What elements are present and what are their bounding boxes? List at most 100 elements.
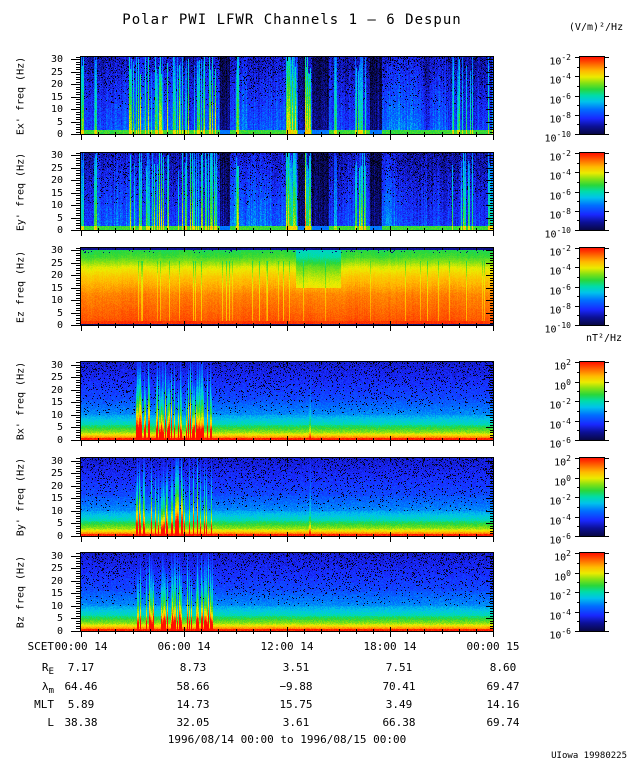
y-axis-tick — [76, 591, 80, 592]
y-axis-tick — [76, 127, 80, 128]
x-axis-tick — [133, 135, 134, 137]
y-axis-tick — [71, 536, 80, 537]
y-axis-tick — [76, 265, 80, 266]
colorbar-tick — [605, 621, 607, 622]
page-title: Polar PWI LFWR Channels 1 — 6 Despun — [122, 12, 462, 28]
y-axis-tick — [71, 556, 80, 557]
x-axis-tick — [493, 441, 494, 446]
ephemeris-value: −9.88 — [279, 680, 313, 693]
y-axis-tick-label: 5 — [56, 422, 63, 433]
y-axis-tick — [76, 74, 80, 75]
x-axis-time-label: 18:00 14 — [363, 640, 417, 653]
y-axis-tick-label: 5 — [56, 518, 63, 529]
y-axis-tick — [76, 318, 80, 319]
y-axis-tick — [76, 303, 80, 304]
panel-label-ez: Ez freq (Hz) — [15, 250, 27, 323]
colorbar-tick — [605, 134, 609, 135]
colorbar-tick-label: 10-4 — [549, 417, 571, 432]
x-axis-tick — [424, 537, 425, 539]
colorbar-tick — [575, 517, 579, 518]
x-axis-time-label: 12:00 14 — [260, 640, 314, 653]
y-axis-tick — [76, 496, 80, 497]
y-axis-tick — [76, 69, 80, 70]
y-axis-tick — [76, 576, 80, 577]
y-axis-tick — [76, 248, 80, 249]
y-axis-tick — [76, 94, 80, 95]
y-axis-tick — [76, 586, 80, 587]
y-axis-tick — [71, 72, 80, 73]
colorbar-tick-label: 10-4 — [549, 263, 571, 278]
colorbar-tick-label: 102 — [554, 358, 571, 373]
x-axis-tick — [287, 135, 288, 140]
colorbar-tick — [605, 153, 609, 154]
y-axis-tick — [71, 230, 80, 231]
y-axis-tick — [76, 213, 80, 214]
x-axis-tick — [287, 326, 288, 331]
ephemeris-row-label: λm — [41, 680, 54, 697]
x-axis-tick — [373, 537, 374, 539]
y-axis-tick-label: 15 — [50, 493, 63, 504]
y-axis-tick — [71, 134, 80, 135]
x-axis-tick — [493, 632, 494, 637]
ephemeris-value: 14.73 — [176, 698, 210, 711]
colorbar-tick — [605, 182, 607, 183]
x-axis-tick — [321, 537, 322, 539]
y-axis-tick — [76, 305, 80, 306]
x-axis-tick — [201, 441, 202, 443]
y-axis-tick — [76, 583, 80, 584]
y-axis-tick — [71, 606, 80, 607]
y-axis-tick — [76, 183, 80, 184]
x-axis-tick — [133, 231, 134, 233]
y-axis-tick — [76, 310, 80, 311]
y-axis-tick — [76, 308, 80, 309]
y-axis-tick-label: 25 — [50, 563, 63, 574]
y-axis-tick — [76, 608, 80, 609]
colorbar-tick — [575, 536, 579, 537]
y-axis-tick — [76, 493, 80, 494]
colorbar-tick — [605, 163, 607, 164]
colorbar-tick — [577, 86, 579, 87]
x-axis-tick — [442, 537, 443, 539]
colorbar-tick — [575, 76, 579, 77]
colorbar-tick-label: 10-4 — [549, 168, 571, 183]
y-axis-tick — [76, 107, 80, 108]
colorbar-tick — [605, 631, 609, 632]
y-axis-tick — [76, 99, 80, 100]
y-axis-tick — [76, 616, 80, 617]
y-axis-tick — [71, 581, 80, 582]
y-axis-tick — [76, 64, 80, 65]
colorbar-tick — [575, 230, 579, 231]
y-axis-tick — [76, 258, 80, 259]
ephemeris-value: 69.47 — [486, 680, 520, 693]
colorbar-bz — [579, 552, 605, 632]
colorbar-tick-label: 10-6 — [549, 283, 571, 298]
y-axis-tick — [76, 203, 80, 204]
y-axis-tick — [76, 132, 80, 133]
colorbar-tick — [577, 315, 579, 316]
colorbar-tick — [605, 382, 609, 383]
y-axis-tick — [76, 478, 80, 479]
x-axis-tick — [321, 632, 322, 634]
x-axis-tick — [115, 231, 116, 233]
y-axis-tick — [76, 124, 80, 125]
x-axis-tick — [98, 326, 99, 328]
x-axis-tick — [493, 135, 494, 140]
y-axis-tick-label: 30 — [50, 456, 63, 467]
y-axis-tick — [71, 193, 80, 194]
x-axis-tick — [476, 441, 477, 443]
colorbar-tick — [605, 478, 609, 479]
x-axis-tick — [184, 441, 185, 446]
y-axis-tick — [76, 57, 80, 58]
colorbar-tick — [575, 192, 579, 193]
colorbar-tick-label: 10-6 — [549, 92, 571, 107]
y-axis-tick — [76, 315, 80, 316]
colorbar-tick-label: 10-6 — [549, 627, 571, 642]
colorbar-tick-label: 10-6 — [549, 436, 571, 451]
colorbar-tick — [577, 220, 579, 221]
y-axis-tick — [76, 435, 80, 436]
x-axis-tick — [201, 326, 202, 328]
ephemeris-value: 70.41 — [382, 680, 416, 693]
x-axis-tick — [201, 135, 202, 137]
x-axis-tick — [81, 537, 82, 542]
colorbar-tick — [605, 468, 607, 469]
